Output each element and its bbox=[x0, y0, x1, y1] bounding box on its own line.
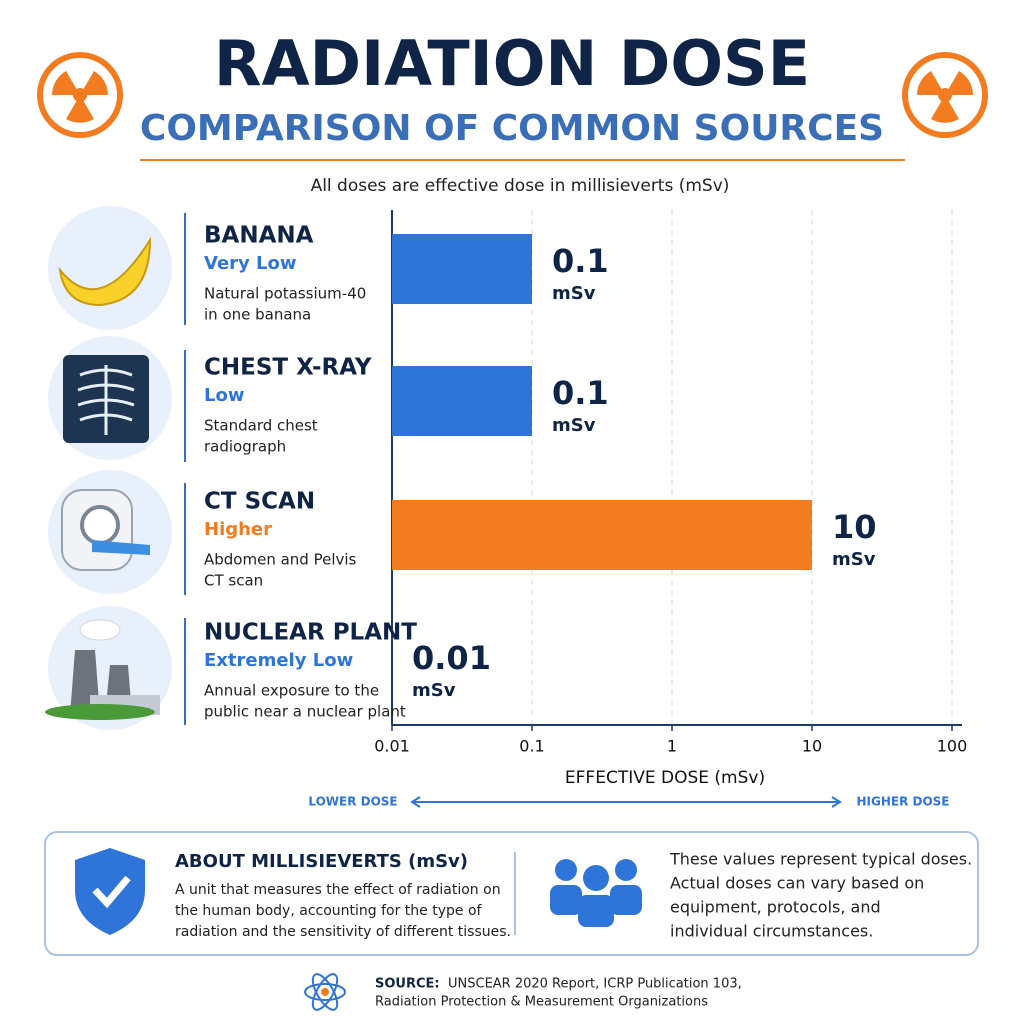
description: public near a nuclear plant bbox=[204, 703, 406, 721]
description: Annual exposure to the bbox=[204, 682, 379, 700]
value-label: 10 bbox=[832, 508, 877, 546]
scale-arrow bbox=[410, 796, 842, 808]
level-label: Higher bbox=[204, 519, 272, 540]
value-unit: mSv bbox=[552, 415, 596, 436]
description: Standard chest bbox=[204, 417, 318, 435]
description: radiograph bbox=[204, 438, 286, 456]
scale-label: LOWER DOSE bbox=[308, 795, 397, 809]
x-axis-title: EFFECTIVE DOSE (mSv) bbox=[565, 768, 765, 788]
bar bbox=[392, 234, 532, 304]
category-label: NUCLEAR PLANT bbox=[204, 620, 417, 646]
source-text: UNSCEAR 2020 Report, ICRP Publication 10… bbox=[448, 977, 742, 992]
notice: Actual doses can vary based on bbox=[670, 874, 924, 893]
value-label: 0.01 bbox=[412, 639, 491, 677]
info-body: the human body, accounting for the type … bbox=[175, 903, 483, 919]
x-tick-label: 0.1 bbox=[519, 737, 544, 756]
notice: These values represent typical doses. bbox=[669, 850, 972, 869]
subtitle: COMPARISON OF COMMON SOURCES bbox=[140, 108, 884, 149]
value-unit: mSv bbox=[832, 549, 876, 570]
note: All doses are effective dose in millisie… bbox=[311, 176, 730, 196]
level-label: Very Low bbox=[204, 253, 297, 274]
info-box bbox=[44, 831, 979, 956]
level-label: Extremely Low bbox=[204, 650, 353, 671]
people-icon bbox=[550, 859, 642, 927]
info-body: radiation and the sensitivity of differe… bbox=[175, 924, 511, 940]
value-unit: mSv bbox=[552, 283, 596, 304]
source-text: Radiation Protection & Measurement Organ… bbox=[375, 995, 708, 1010]
description: in one banana bbox=[204, 306, 311, 324]
category-label: CT SCAN bbox=[204, 489, 315, 515]
category-label: BANANA bbox=[204, 223, 314, 249]
shield-icon bbox=[75, 848, 145, 935]
radiation-icon bbox=[902, 52, 988, 138]
notice: equipment, protocols, and bbox=[670, 898, 881, 917]
value-unit: mSv bbox=[412, 680, 456, 701]
value-label: 0.1 bbox=[552, 374, 609, 412]
level-label: Low bbox=[204, 385, 244, 406]
bar bbox=[392, 366, 532, 436]
bar bbox=[392, 500, 812, 570]
info-body: A unit that measures the effect of radia… bbox=[175, 882, 501, 898]
description: CT scan bbox=[204, 572, 263, 590]
x-tick-label: 100 bbox=[937, 737, 968, 756]
radiation-icon bbox=[37, 52, 123, 138]
x-tick-label: 0.01 bbox=[374, 737, 410, 756]
x-tick-label: 10 bbox=[802, 737, 822, 756]
notice: individual circumstances. bbox=[670, 922, 873, 941]
source-label: SOURCE: bbox=[375, 977, 440, 992]
x-tick-label: 1 bbox=[667, 737, 677, 756]
category-label: CHEST X-RAY bbox=[204, 355, 372, 381]
scale-label: HIGHER DOSE bbox=[856, 795, 949, 809]
description: Natural potassium-40 bbox=[204, 285, 366, 303]
atom-icon bbox=[304, 973, 346, 1011]
info-title: ABOUT MILLISIEVERTS (mSv) bbox=[175, 851, 468, 872]
value-label: 0.1 bbox=[552, 242, 609, 280]
row-icons bbox=[45, 206, 172, 730]
title: RADIATION DOSE bbox=[214, 27, 810, 100]
description: Abdomen and Pelvis bbox=[204, 551, 357, 569]
